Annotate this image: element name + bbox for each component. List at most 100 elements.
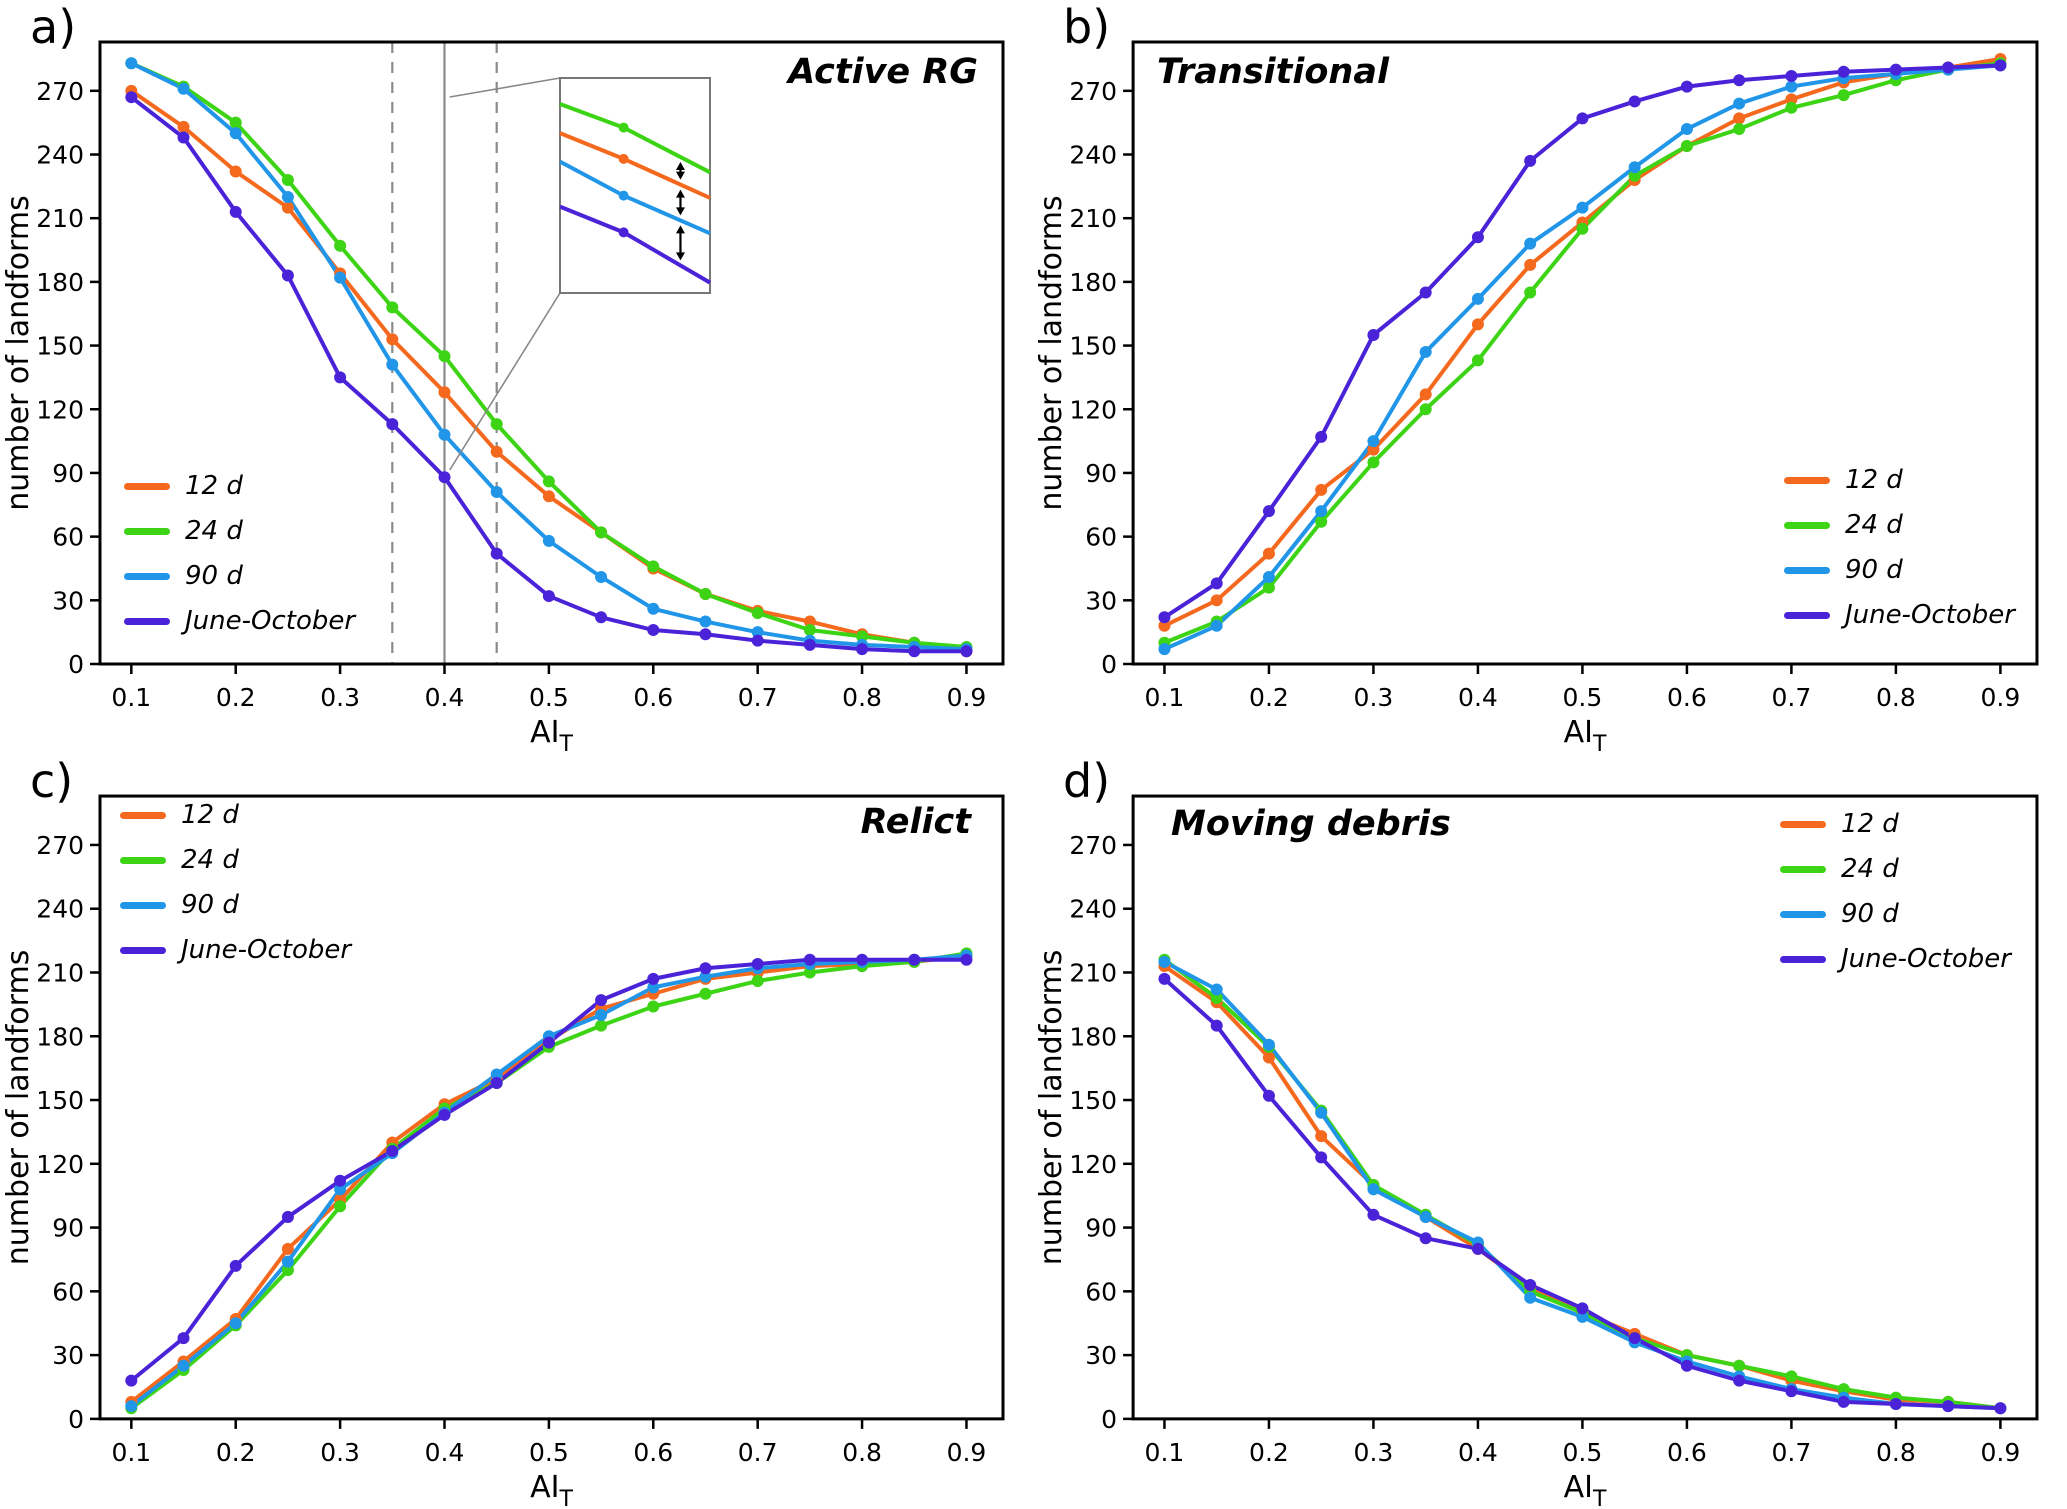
data-point	[1628, 95, 1641, 108]
x-tick-label: 0.2	[216, 683, 256, 712]
data-point	[490, 1068, 503, 1081]
legend-item-june-october: June-October	[120, 935, 351, 965]
line-chart-active-rg: 0.1 0.2 0.3 0.4 0.5 0.6 0.7 0.8 0.9 0 30 60 90 120 150…	[1, 40, 1005, 754]
data-point	[438, 386, 451, 399]
data-point	[1680, 1359, 1693, 1372]
data-point	[542, 1036, 555, 1049]
data-point	[1837, 1383, 1850, 1396]
series-line	[129, 957, 969, 1383]
x-tick-label: 0.7	[1772, 683, 1812, 712]
panel-label-d: d)	[1063, 754, 1111, 808]
legend-label-90d: 90 d	[1844, 555, 1903, 585]
x-tick-label: 0.2	[1249, 1438, 1289, 1467]
inset-data-point	[618, 190, 629, 201]
x-tick-label: 0.8	[1876, 1438, 1916, 1467]
data-point	[1367, 328, 1380, 341]
legend-label-90d: 90 d	[185, 561, 243, 591]
data-point	[1576, 201, 1589, 214]
data-point	[438, 350, 451, 363]
y-tick-label: 150	[36, 1086, 84, 1115]
y-tick-label: 210	[1069, 204, 1117, 233]
y-tick-label: 30	[52, 586, 84, 615]
data-point	[1315, 1106, 1328, 1119]
x-tick-label: 0.6	[1667, 1438, 1707, 1467]
data-point	[125, 57, 138, 70]
chart-legend: 12 d 24 d 90 d June-October	[1779, 809, 2011, 974]
chart-legend: 12 d 24 d 90 d June-October	[124, 471, 355, 636]
series-line	[1162, 964, 2003, 1411]
data-point	[542, 475, 555, 488]
data-point	[1210, 991, 1223, 1005]
data-point	[1315, 1151, 1328, 1164]
x-tick-label: 0.8	[842, 683, 882, 712]
data-point	[1419, 1232, 1432, 1245]
y-tick-label: 30	[52, 1341, 84, 1370]
data-point	[1889, 63, 1902, 76]
y-tick-label: 240	[1069, 895, 1117, 924]
panel-label-b: b)	[1063, 0, 1111, 54]
data-point	[1680, 123, 1693, 136]
data-point	[1942, 1400, 1955, 1413]
data-point	[1785, 1370, 1798, 1383]
data-point	[647, 602, 660, 615]
series-line	[129, 953, 969, 1404]
legend-swatch-90d	[1783, 566, 1830, 574]
data-point	[699, 587, 712, 600]
legend-label-12d: 12 d	[181, 800, 239, 830]
legend-item-12d: 12 d	[120, 800, 351, 830]
y-tick-label: 150	[36, 332, 84, 361]
data-point	[490, 418, 503, 431]
legend-swatch-june-october	[1779, 955, 1826, 963]
data-point	[595, 1008, 608, 1022]
x-tick-label: 0.2	[1249, 683, 1289, 712]
data-point	[856, 630, 869, 643]
x-tick-label: 0.1	[111, 1438, 151, 1467]
data-point	[177, 82, 190, 95]
data-point	[125, 1374, 138, 1387]
y-tick-label: 60	[52, 523, 84, 552]
legend-swatch-24d	[1779, 865, 1826, 873]
y-tick-label: 30	[1085, 1341, 1117, 1370]
y-axis-label: number of landforms	[1, 950, 36, 1266]
legend-item-june-october: June-October	[1783, 600, 2015, 630]
data-point	[386, 418, 399, 431]
legend-label-24d: 24 d	[181, 845, 239, 875]
axis-frame	[98, 794, 1005, 1421]
data-point	[490, 445, 503, 458]
y-tick-label: 120	[36, 1150, 84, 1179]
data-point	[177, 1359, 190, 1372]
data-point	[281, 173, 294, 186]
y-tick-label: 0	[68, 1405, 84, 1434]
y-tick-label: 60	[1085, 1277, 1117, 1306]
y-tick-label: 210	[36, 958, 84, 987]
x-tick-label: 0.3	[1354, 1438, 1394, 1467]
x-tick-label: 0.4	[1458, 683, 1498, 712]
series-line	[129, 953, 969, 1409]
legend-swatch-12d	[124, 482, 170, 490]
chart-legend: 12 d 24 d 90 d June-October	[120, 800, 351, 965]
data-point	[177, 1332, 190, 1345]
data-point	[647, 972, 660, 985]
data-point	[281, 1264, 294, 1277]
chart-title-moving-debris: Moving debris	[1171, 804, 1451, 844]
data-point	[1628, 169, 1641, 182]
x-tick-label: 0.9	[1981, 683, 2021, 712]
y-tick-label: 270	[1069, 77, 1117, 106]
y-tick-label: 60	[52, 1277, 84, 1306]
data-point	[1315, 1130, 1328, 1143]
panel-relict: c) Relict 0.1 0.2 0.3 0.4 0.5 0.6 0.7 0.8 0.9 0 30…	[0, 754, 1033, 1509]
data-point	[1367, 456, 1380, 469]
y-axis-label: number of landforms	[1034, 950, 1069, 1266]
y-tick-label: 180	[1069, 1022, 1117, 1051]
data-point	[1367, 443, 1380, 456]
data-point	[1837, 89, 1850, 102]
panel-label-c: c)	[30, 754, 74, 808]
data-point	[1837, 65, 1850, 78]
data-point	[125, 91, 138, 104]
data-point	[1576, 1302, 1589, 1315]
x-tick-label: 0.1	[111, 683, 151, 712]
data-point	[1158, 643, 1171, 656]
data-point	[1889, 1397, 1902, 1411]
data-point	[1367, 1183, 1380, 1196]
